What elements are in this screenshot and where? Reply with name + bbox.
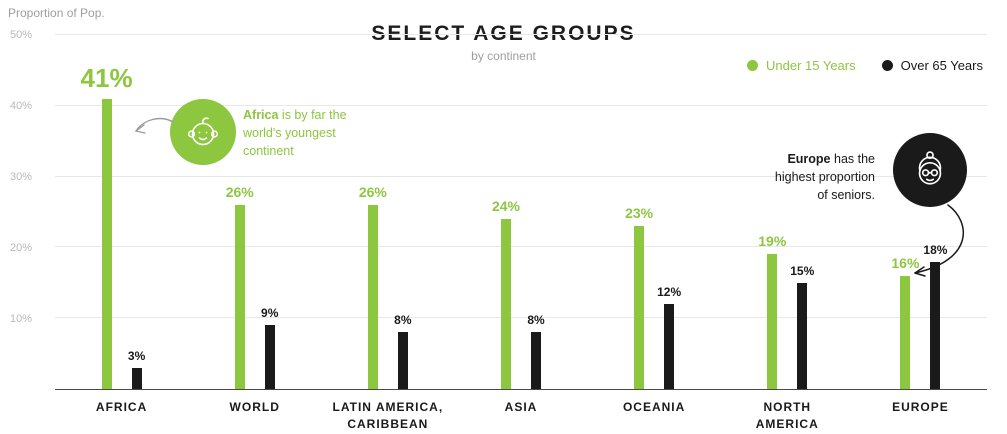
x-axis-label-oceania: OCEANIA [622,400,686,414]
bar-under-15-years-world [234,204,245,389]
gridline-10 [55,317,987,319]
legend-item-under-15-years: Under 15 Years [746,58,856,73]
x-axis-labels: AFRICA WORLD LATIN AMERICA, CARIBBEAN ASIA OC… [55,399,987,433]
bar-col-over-65-years-asia: 8% [527,35,545,389]
bar-over-65-years-oceania [664,304,675,389]
bar-group-world: 26% 9% [188,35,321,389]
bar-col-over-65-years-africa: 3% [128,35,145,389]
bar-value-over-65-years-north-america: 15% [790,263,815,278]
y-tick-20: 20% [10,242,33,254]
legend-item-over-65-years: Over 65 Years [881,58,983,73]
x-axis-label-world: WORLD [229,400,280,414]
legend: Under 15 Years Over 65 Years [746,58,983,73]
bar-value-over-65-years-europe: 18% [923,242,948,257]
legend-dot-over-65-years [881,60,893,71]
bar-over-65-years-asia [530,332,541,389]
y-axis-ticks: 10% 20% 30% 40% 50% [0,29,48,390]
plot-area: 41% 3% 26% 9% 26% 8% 24% 8% 23% 12% 19% 15% 16% 18% [55,34,987,390]
bar-under-15-years-africa [101,98,112,389]
bar-value-under-15-years-world: 26% [225,183,254,200]
bar-group-north-america: 19% 15% [721,35,854,389]
y-tick-50: 50% [10,29,33,41]
bar-group-europe: 16% 18% [854,35,987,389]
bar-under-15-years-asia [500,219,511,389]
bar-over-65-years-africa [131,367,142,389]
bar-col-over-65-years-europe: 18% [923,35,947,389]
y-tick-30: 30% [10,171,33,183]
bar-under-15-years-europe [900,275,911,389]
bar-value-under-15-years-north-america: 19% [758,233,787,250]
bar-col-over-65-years-oceania: 12% [657,35,681,389]
africa-annotation-badge [170,99,236,165]
x-axis-label-europe: EUROPE [892,400,949,414]
legend-label: Over 65 Years [900,58,983,73]
gridline-50 [55,34,987,35]
bar-col-over-65-years-world: 9% [261,35,278,389]
legend-label: Under 15 Years [765,58,856,73]
gridline-30 [55,175,987,177]
bar-under-15-years-oceania [634,226,645,389]
africa-annotation-arrow [135,117,174,134]
y-axis-title: Proportion of Pop. [8,6,105,20]
bar-value-over-65-years-latin-america-caribbean: 8% [394,313,412,328]
bar-over-65-years-latin-america-caribbean [397,332,408,389]
europe-annotation-badge [893,133,967,207]
bar-under-15-years-north-america [767,254,778,389]
x-axis-label-north-america: NORTH AMERICA [755,400,819,431]
gridline-40 [55,104,987,106]
bar-over-65-years-world [264,325,275,389]
bar-group-asia: 24% 8% [454,35,587,389]
baby-icon [187,117,219,146]
x-axis-label-latin-america-caribbean: LATIN AMERICA, CARIBBEAN [332,400,444,431]
bar-col-under-15-years-africa: 41% [81,35,133,389]
bar-groups: 41% 3% 26% 9% 26% 8% 24% 8% 23% 12% 19% 15% 16% 18% [55,35,987,389]
legend-dot-under-15-years [746,60,758,71]
bar-group-africa: 41% 3% [55,35,188,389]
bar-value-over-65-years-world: 9% [261,306,279,321]
bar-over-65-years-north-america [797,282,808,389]
bar-group-oceania: 23% 12% [588,35,721,389]
bar-value-over-65-years-africa: 3% [127,348,146,363]
bar-over-65-years-europe [930,261,941,389]
bar-col-under-15-years-europe: 16% [891,35,919,389]
y-tick-10: 10% [10,313,33,325]
bar-value-under-15-years-latin-america-caribbean: 26% [358,183,387,200]
bar-group-latin-america-caribbean: 26% 8% [321,35,454,389]
europe-annotation-text: Europe has the highest proportion of senio… [774,152,875,203]
bar-value-under-15-years-oceania: 23% [625,205,654,222]
senior-woman-icon [918,151,942,185]
bar-col-under-15-years-world: 26% [226,35,254,389]
europe-annotation-arrow [914,204,965,277]
bar-col-under-15-years-oceania: 23% [625,35,653,389]
bar-col-under-15-years-north-america: 19% [758,35,786,389]
bar-value-over-65-years-oceania: 12% [657,285,682,300]
bar-value-under-15-years-asia: 24% [491,198,520,215]
bar-value-over-65-years-asia: 8% [527,313,545,328]
bar-value-under-15-years-europe: 16% [891,254,920,271]
bar-col-over-65-years-north-america: 15% [790,35,814,389]
bar-col-over-65-years-latin-america-caribbean: 8% [394,35,412,389]
chart-subtitle: by continent [471,49,536,63]
bar-col-under-15-years-latin-america-caribbean: 26% [359,35,387,389]
bar-under-15-years-latin-america-caribbean [367,204,378,389]
x-axis-label-africa: AFRICA [95,400,148,414]
bar-value-under-15-years-africa: 41% [80,62,133,93]
y-tick-40: 40% [10,100,33,112]
gridline-20 [55,246,987,248]
africa-annotation-text: Africa is by far the world's youngest cont… [243,108,347,159]
bar-col-under-15-years-asia: 24% [492,35,520,389]
gridlines [55,34,987,389]
x-axis-label-asia: ASIA [504,400,538,414]
